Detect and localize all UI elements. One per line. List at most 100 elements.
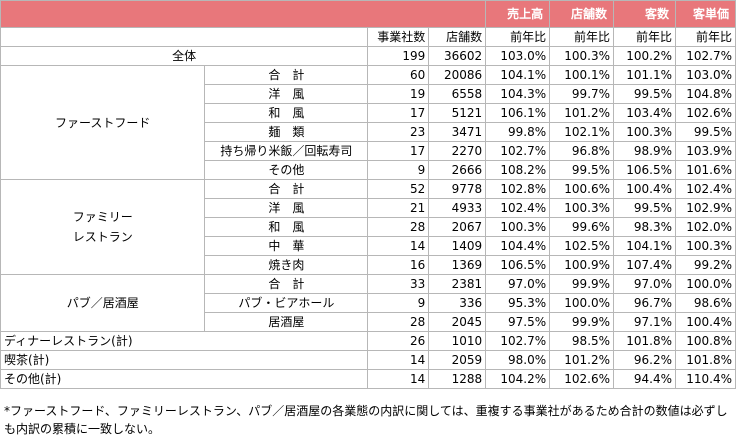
table-row: 洋 風 19 6558 104.3% 99.7% 99.5% 104.8% — [1, 84, 736, 104]
cell-companies: 16 — [367, 255, 430, 275]
cell-yoy-sales: 100.3% — [485, 217, 551, 237]
cell-yoy-customers: 98.9% — [613, 141, 676, 161]
cell-yoy-stores: 100.3% — [549, 46, 615, 66]
cell-yoy-stores: 99.9% — [549, 274, 615, 294]
cell-companies: 14 — [367, 369, 430, 389]
cell-yoy-sales: 97.5% — [485, 312, 551, 332]
subcategory-label: 合 計 — [204, 274, 369, 294]
cell-yoy-sales: 104.2% — [485, 369, 551, 389]
cell-yoy-customers: 100.4% — [613, 179, 676, 199]
group-label-family-restaurant: ファミリー レストラン — [0, 179, 206, 275]
cell-companies: 19 — [367, 84, 430, 104]
cell-yoy-unit-price: 99.5% — [674, 122, 736, 142]
cell-stores: 9778 — [428, 179, 487, 199]
subcategory-label: 麺 類 — [204, 122, 369, 142]
cell-stores: 2381 — [428, 274, 487, 294]
cell-stores: 20086 — [428, 65, 487, 85]
cell-yoy-stores: 100.6% — [549, 179, 615, 199]
cell-yoy-customers: 103.4% — [613, 103, 676, 123]
subcategory-label: 和 風 — [204, 103, 369, 123]
cell-yoy-customers: 107.4% — [613, 255, 676, 275]
cell-yoy-customers: 98.3% — [613, 217, 676, 237]
cell-stores: 3471 — [428, 122, 487, 142]
cell-yoy-sales: 104.1% — [485, 65, 551, 85]
cell-companies: 17 — [367, 103, 430, 123]
cell-yoy-unit-price: 103.9% — [674, 141, 736, 161]
cell-stores: 1369 — [428, 255, 487, 275]
cell-yoy-unit-price: 100.8% — [674, 331, 736, 351]
cell-yoy-sales: 104.4% — [485, 236, 551, 256]
cell-yoy-customers: 100.2% — [613, 46, 676, 66]
subheader-row: 事業社数 店舗数 前年比 前年比 前年比 前年比 — [0, 27, 736, 47]
cell-yoy-unit-price: 98.6% — [674, 293, 736, 313]
cell-yoy-sales: 102.7% — [485, 331, 551, 351]
table-row: 全体 199 36602 103.0% 100.3% 100.2% 102.7% — [0, 46, 736, 66]
cell-companies: 28 — [367, 312, 430, 332]
cell-yoy-sales: 99.8% — [485, 122, 551, 142]
subcategory-label: パブ・ビアホール — [204, 293, 369, 313]
cell-yoy-customers: 99.5% — [613, 84, 676, 104]
table-row: パブ／居酒屋 合 計 33 2381 97.0% 99.9% 97.0% 100… — [0, 274, 736, 332]
metric-header-row: 売上高 店舗数 客数 客単価 — [0, 0, 736, 28]
cell-yoy-unit-price: 100.0% — [674, 274, 736, 294]
table-row: 洋 風 21 4933 102.4% 100.3% 99.5% 102.9% — [1, 198, 736, 218]
cell-yoy-unit-price: 102.6% — [674, 103, 736, 123]
subcategory-label: 和 風 — [204, 217, 369, 237]
subcategory-label: 持ち帰り米飯／回転寿司 — [204, 141, 369, 161]
cell-yoy-customers: 97.1% — [613, 312, 676, 332]
header-blank — [0, 0, 487, 28]
cell-yoy-stores: 100.9% — [549, 255, 615, 275]
cell-yoy-stores: 100.1% — [549, 65, 615, 85]
row-label: 喫茶(計) — [0, 350, 369, 370]
subheader-yoy-unit-price: 前年比 — [674, 27, 736, 47]
cell-yoy-stores: 99.9% — [549, 312, 615, 332]
footnote: *ファーストフード、ファミリーレストラン、パブ／居酒屋の各業態の内訳に関しては、… — [4, 404, 728, 436]
cell-yoy-unit-price: 104.8% — [674, 84, 736, 104]
cell-yoy-customers: 101.1% — [613, 65, 676, 85]
cell-companies: 33 — [367, 274, 430, 294]
cell-yoy-stores: 99.7% — [549, 84, 615, 104]
cell-yoy-sales: 108.2% — [485, 160, 551, 180]
cell-stores: 336 — [428, 293, 487, 313]
cell-yoy-unit-price: 99.2% — [674, 255, 736, 275]
cell-yoy-unit-price: 101.6% — [674, 160, 736, 180]
cell-yoy-sales: 102.8% — [485, 179, 551, 199]
subheader-yoy-customers: 前年比 — [613, 27, 676, 47]
table-row: ファミリー レストラン 合 計 52 9778 102.8% 100.6% 10… — [0, 179, 736, 275]
group-label-fastfood: ファーストフード — [0, 65, 206, 180]
cell-yoy-sales: 95.3% — [485, 293, 551, 313]
cell-companies: 23 — [367, 122, 430, 142]
cell-yoy-customers: 97.0% — [613, 274, 676, 294]
cell-companies: 21 — [367, 198, 430, 218]
subcategory-label: 焼き肉 — [204, 255, 369, 275]
table-row: 持ち帰り米飯／回転寿司 17 2270 102.7% 96.8% 98.9% 1… — [1, 141, 736, 161]
cell-yoy-stores: 102.6% — [549, 369, 615, 389]
cell-yoy-sales: 106.1% — [485, 103, 551, 123]
subcategory-label: 合 計 — [204, 179, 369, 199]
cell-yoy-stores: 96.8% — [549, 141, 615, 161]
cell-companies: 14 — [367, 350, 430, 370]
cell-yoy-customers: 100.3% — [613, 122, 676, 142]
table-row: その他 9 2666 108.2% 99.5% 106.5% 101.6% — [1, 160, 736, 180]
cell-stores: 1010 — [428, 331, 487, 351]
row-label: 全体 — [0, 46, 369, 66]
subcategory-label: 洋 風 — [204, 198, 369, 218]
cell-stores: 2067 — [428, 217, 487, 237]
cell-yoy-stores: 100.3% — [549, 198, 615, 218]
cell-yoy-stores: 102.1% — [549, 122, 615, 142]
cell-stores: 2045 — [428, 312, 487, 332]
group-label-pub: パブ／居酒屋 — [0, 274, 206, 332]
cell-companies: 26 — [367, 331, 430, 351]
subcategory-label: その他 — [204, 160, 369, 180]
cell-stores: 2666 — [428, 160, 487, 180]
cell-yoy-stores: 101.2% — [549, 350, 615, 370]
cell-yoy-unit-price: 102.0% — [674, 217, 736, 237]
cell-yoy-stores: 98.5% — [549, 331, 615, 351]
cell-stores: 1288 — [428, 369, 487, 389]
table-row: 麺 類 23 3471 99.8% 102.1% 100.3% 99.5% — [1, 122, 736, 142]
row-label: その他(計) — [0, 369, 369, 389]
cell-yoy-customers: 94.4% — [613, 369, 676, 389]
cell-yoy-unit-price: 101.8% — [674, 350, 736, 370]
row-label: ディナーレストラン(計) — [0, 331, 369, 351]
subheader-blank — [0, 27, 369, 47]
